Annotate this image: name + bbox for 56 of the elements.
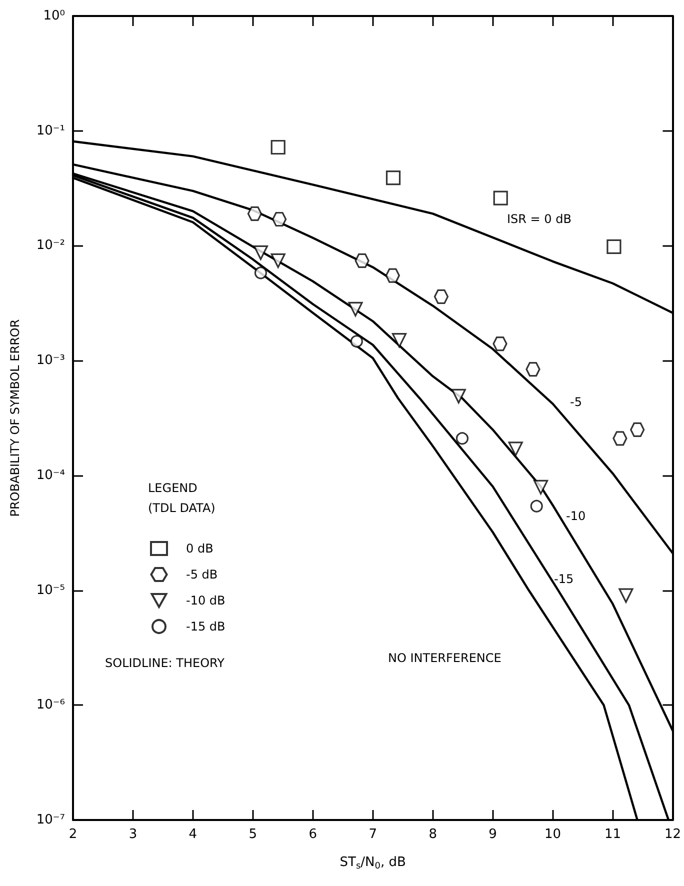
y-tick-label: 10⁻⁴ <box>36 468 65 483</box>
point <box>492 336 508 352</box>
point <box>526 362 540 377</box>
point <box>606 239 622 254</box>
x-tick-label: 10 <box>544 827 562 842</box>
annotation: -10 <box>566 509 586 523</box>
point <box>350 335 363 348</box>
x-tick-label: 12 <box>664 827 681 842</box>
point <box>618 588 634 603</box>
annotation: -5 <box>570 395 582 409</box>
point <box>434 289 449 304</box>
x-tick-label: 6 <box>308 827 318 842</box>
point <box>386 170 401 186</box>
point <box>385 268 400 283</box>
point <box>533 480 548 494</box>
y-tick-label: 10⁰ <box>43 8 65 24</box>
point <box>270 253 286 268</box>
y-tick-label: 10⁻⁷ <box>36 812 65 828</box>
x-tick-label: 2 <box>68 827 78 842</box>
legend-label: -15 dB <box>186 620 226 634</box>
point <box>392 333 407 348</box>
y-tick-label: 10⁻¹ <box>36 123 65 138</box>
y-tick-label: 10⁻² <box>36 238 65 254</box>
legend-label: -10 dB <box>186 594 226 608</box>
point <box>612 431 628 446</box>
legend-title: LEGEND (TDL DATA) <box>148 481 216 515</box>
point <box>493 190 508 206</box>
point <box>348 302 363 317</box>
point <box>456 432 469 445</box>
x-tick-label: 7 <box>368 827 378 842</box>
y-axis-title: PROBABILITY OF SYMBOL ERROR <box>8 319 22 517</box>
point <box>530 500 543 512</box>
legend-label: 0 dB <box>186 542 214 556</box>
annotation: NO INTERFERENCE <box>388 651 502 665</box>
point <box>451 388 466 404</box>
point <box>270 140 286 155</box>
point <box>247 206 262 221</box>
point <box>354 253 370 268</box>
x-tick-label: 3 <box>128 827 138 842</box>
legend-label: -5 dB <box>186 568 218 582</box>
annotation: -15 <box>554 572 574 586</box>
x-tick-label: 5 <box>248 827 258 842</box>
annotation: SOLIDLINE: THEORY <box>105 656 226 670</box>
point <box>630 422 645 438</box>
y-tick-label: 10⁻⁶ <box>36 698 65 713</box>
x-tick-label: 11 <box>604 827 622 842</box>
x-tick-label: 9 <box>488 827 497 842</box>
y-tick-label: 10⁻³ <box>36 353 65 368</box>
x-tick-label: 4 <box>188 827 198 842</box>
point <box>253 245 268 260</box>
annotation: ISR = 0 dB <box>507 212 572 226</box>
x-tick-label: 8 <box>428 827 437 842</box>
y-tick-label: 10⁻⁵ <box>36 582 65 598</box>
point <box>254 266 268 280</box>
point <box>508 442 523 456</box>
point <box>272 212 287 227</box>
